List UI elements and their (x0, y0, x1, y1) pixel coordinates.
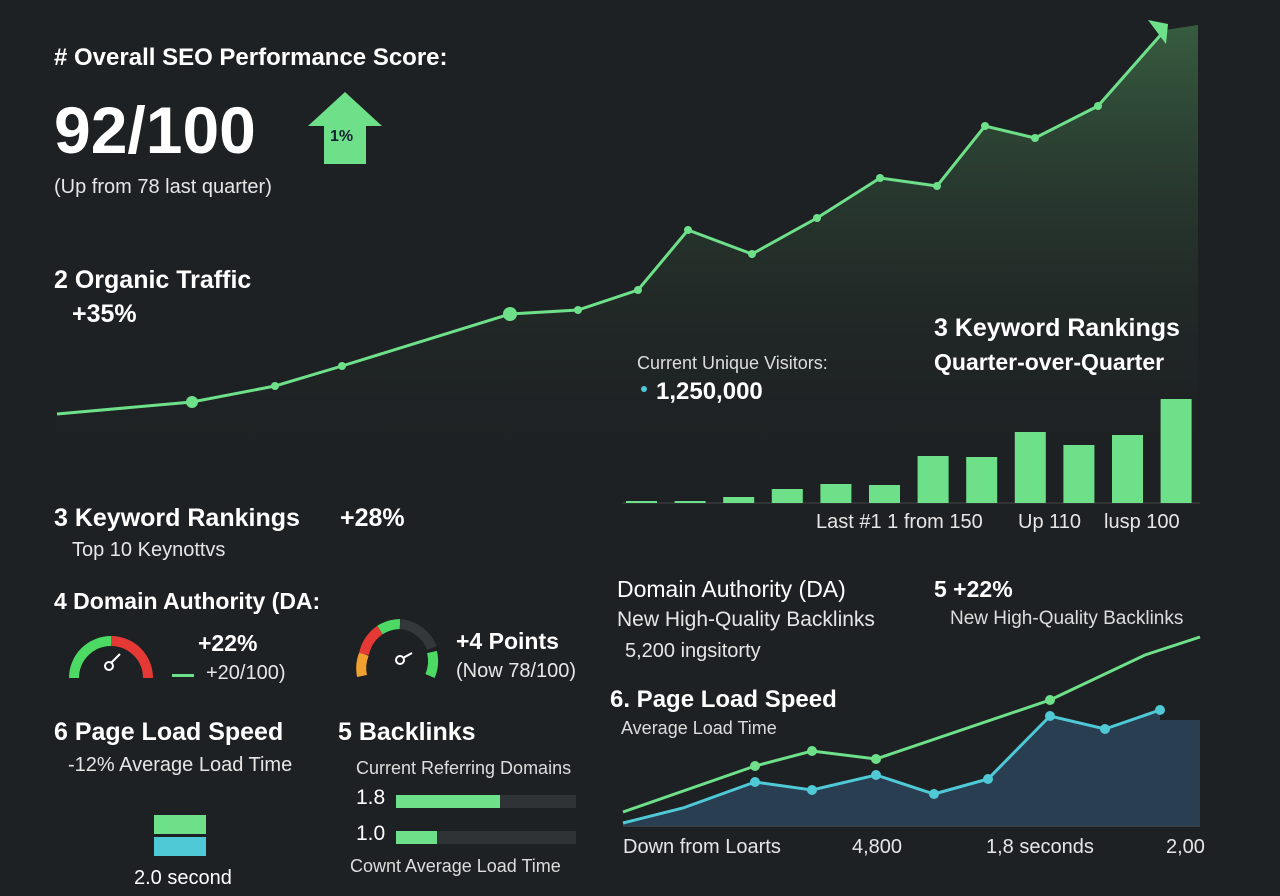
da-right-title2: 5 +22% (934, 576, 1013, 602)
score-value: 92/100 (54, 93, 256, 167)
kw-left-change: +28% (340, 504, 405, 532)
speed-right-title: 6. Page Load Speed (610, 686, 837, 713)
traffic-point (503, 307, 517, 321)
speed-point-teal (807, 785, 817, 795)
da-g1-sub: +20/100) (206, 662, 286, 684)
da-g2-change: +4 Points (456, 628, 559, 654)
kw-bar (723, 497, 755, 503)
speed-point-green (750, 761, 760, 771)
kw-bar (1112, 435, 1143, 503)
traffic-change: +35% (72, 300, 137, 328)
traffic-point (1094, 102, 1102, 110)
kw-axis-label: Last #1 1 from 150 (816, 511, 983, 533)
speed-point-teal (1100, 724, 1110, 734)
speed-point-green (871, 754, 881, 764)
score-sub: (Up from 78 last quarter) (54, 176, 272, 198)
da-right-title: Domain Authority (DA) (617, 576, 846, 602)
speed-left-sub: -12% Average Load Time (68, 754, 293, 776)
da-right-value: 5,200 ingsitorty (625, 640, 761, 662)
traffic-point (748, 250, 756, 258)
kw-bar (966, 457, 998, 503)
da-g1-change: +22% (198, 630, 258, 656)
speed-point-teal (983, 774, 993, 784)
traffic-point (271, 382, 279, 390)
backlinks-sub: Current Referring Domains (356, 758, 572, 778)
traffic-point (634, 286, 642, 294)
speed-bar-teal (154, 837, 206, 856)
traffic-point (684, 226, 692, 234)
kw-bar (869, 485, 900, 503)
backlink-bar-label: 1.0 (356, 822, 386, 845)
traffic-arrow-icon (1148, 20, 1168, 44)
kw-left-sub: Top 10 Keynottvs (72, 539, 226, 561)
speed-point-teal (929, 789, 939, 799)
kw-bar (626, 501, 657, 503)
visitors-label: Current Unique Visitors: (637, 353, 828, 373)
speed-axis-label: 2,00 (1166, 836, 1205, 858)
speed-point-teal (1155, 705, 1165, 715)
traffic-title: 2 Organic Traffic (54, 266, 252, 294)
score-title: # Overall SEO Performance Score: (54, 44, 448, 71)
speed-left-value: 2.0 second (134, 867, 232, 889)
backlink-bar-track (396, 831, 576, 844)
visitors-value: 1,250,000 (656, 378, 763, 405)
speed-axis-label: Down from Loarts (623, 836, 781, 858)
dot-icon (641, 386, 647, 392)
speed-area (623, 710, 1200, 826)
backlink-bar-label: 1.8 (356, 786, 386, 809)
traffic-line (56, 29, 1167, 416)
kw-axis-label: Up 110 (1018, 511, 1082, 533)
kw-right-title: 3 Keyword Rankings (934, 314, 1180, 342)
traffic-point (813, 214, 821, 222)
kw-left-title: 3 Keyword Rankings (54, 504, 300, 532)
speed-bar-green (154, 815, 206, 834)
speed-axis-label: 1,8 seconds (986, 836, 1094, 858)
speed-right-sub: Average Load Time (621, 718, 777, 738)
kw-bar (820, 484, 852, 503)
up-arrow-icon: 1% (308, 92, 382, 164)
speed-point-green (1045, 695, 1055, 705)
da-g2-sub: (Now 78/100) (456, 660, 577, 682)
backlink-bar-track (396, 795, 576, 808)
traffic-point (1031, 134, 1039, 142)
speed-point-teal (1045, 711, 1055, 721)
kw-bar (674, 501, 706, 503)
dash-icon (172, 674, 194, 677)
backlink-bar-fill (396, 831, 438, 844)
backlink-bar-fill (396, 795, 501, 808)
kw-bar (917, 456, 949, 503)
traffic-point (338, 362, 346, 370)
traffic-point (933, 182, 941, 190)
score-badge: 1% (330, 128, 354, 145)
backlinks-footer: Cownt Average Load Time (350, 856, 561, 876)
da-title: 4 Domain Authority (DA: (54, 588, 321, 614)
traffic-point (876, 174, 884, 182)
traffic-point (574, 306, 582, 314)
da-right-sub: New High-Quality Backlinks (617, 608, 875, 631)
speed-left-title: 6 Page Load Speed (54, 718, 284, 746)
backlinks-title: 5 Backlinks (338, 718, 476, 746)
speed-point-teal (871, 770, 881, 780)
traffic-point (981, 122, 989, 130)
traffic-area (57, 25, 1198, 470)
kw-bar (771, 489, 803, 503)
kw-bar (1063, 445, 1095, 503)
speed-axis-label: 4,800 (852, 836, 903, 858)
speed-line-teal (622, 708, 1161, 825)
speed-point-teal (750, 777, 760, 787)
kw-bar (1014, 432, 1046, 503)
kw-right-subtitle: Quarter-over-Quarter (934, 349, 1165, 375)
kw-bar (1160, 399, 1192, 503)
speed-point-green (807, 746, 817, 756)
da-right-sub2: New High-Quality Backlinks (950, 608, 1184, 629)
kw-axis-label: lusp 100 (1104, 511, 1180, 533)
traffic-point (186, 396, 198, 408)
